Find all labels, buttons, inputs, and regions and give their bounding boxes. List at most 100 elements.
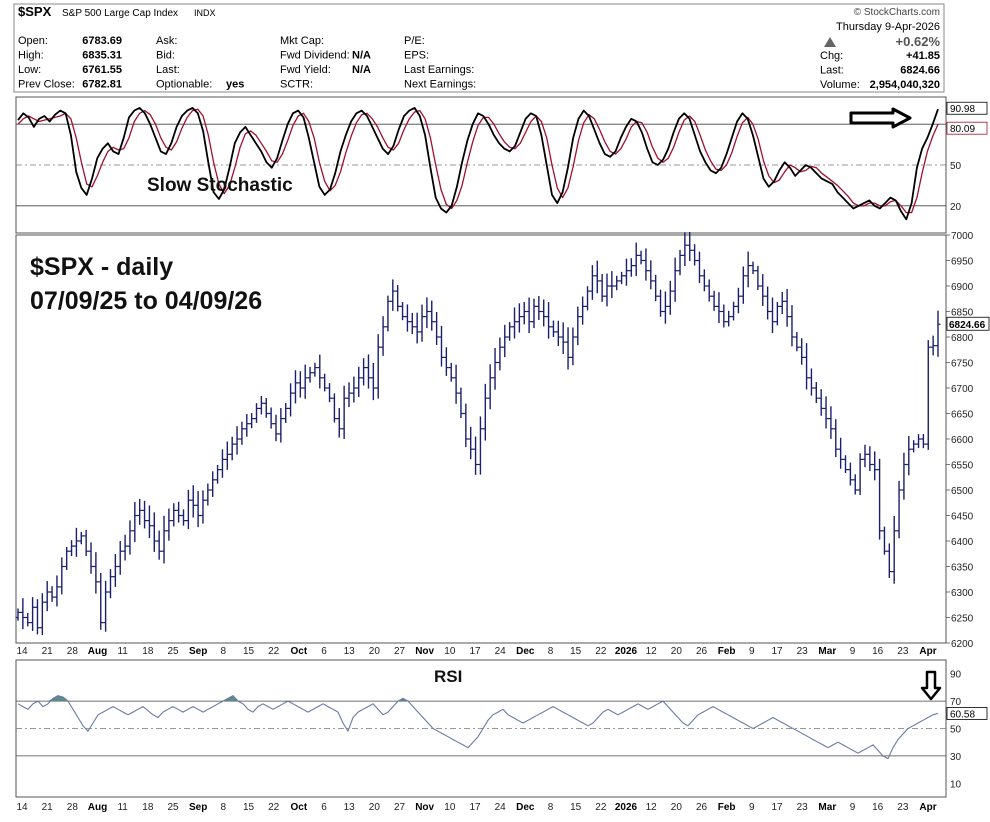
x-tick-label: 8 bbox=[221, 802, 227, 813]
price-bar bbox=[83, 529, 89, 557]
rsi-title: RSI bbox=[434, 667, 462, 686]
price-bar bbox=[828, 406, 834, 439]
price-bar bbox=[862, 444, 868, 468]
price-bar bbox=[916, 434, 922, 449]
rsi-overbought-fill bbox=[228, 695, 233, 702]
price-bar bbox=[760, 274, 766, 306]
x-tick-label: 22 bbox=[268, 646, 280, 657]
stat-label: P/E: bbox=[404, 35, 425, 47]
price-bar bbox=[731, 301, 737, 321]
x-tick-label: 23 bbox=[897, 646, 909, 657]
exchange-label: INDX bbox=[194, 8, 216, 18]
x-tick-label: 25 bbox=[167, 646, 179, 657]
price-bar bbox=[799, 338, 805, 365]
price-bar bbox=[453, 364, 459, 404]
x-tick-label: Aug bbox=[88, 646, 107, 657]
price-bar bbox=[112, 554, 118, 587]
rsi-last-value: 60.58 bbox=[950, 709, 975, 720]
price-bar bbox=[473, 436, 479, 475]
x-tick-label: Mar bbox=[818, 802, 836, 813]
price-bar bbox=[925, 340, 931, 450]
stat-value: N/A bbox=[352, 50, 371, 62]
price-bar bbox=[195, 491, 201, 528]
price-bar bbox=[370, 362, 376, 401]
price-bar bbox=[823, 396, 829, 429]
price-bar bbox=[560, 322, 566, 355]
price-bar bbox=[64, 546, 70, 570]
price-bar bbox=[477, 416, 483, 475]
x-tick-label: Feb bbox=[718, 646, 736, 657]
price-bar bbox=[278, 407, 284, 443]
price-bar bbox=[414, 312, 420, 344]
price-bar bbox=[726, 310, 732, 327]
x-tick-label: 2026 bbox=[615, 646, 638, 657]
price-bar bbox=[156, 530, 162, 560]
x-tick-label: 8 bbox=[221, 646, 227, 657]
rsi-x-axis: 14 21 28 Aug 11 18 25 Sep 8 15 22 Oct 6 13 20 27 Nov 10 17… bbox=[16, 802, 936, 813]
x-tick-label: Mar bbox=[818, 646, 836, 657]
price-bar bbox=[541, 299, 547, 327]
price-bar bbox=[44, 581, 50, 612]
price-bar bbox=[117, 541, 123, 575]
stat-value: 2,954,040,320 bbox=[870, 79, 940, 91]
price-bar bbox=[292, 370, 298, 404]
price-bar bbox=[526, 297, 532, 334]
price-bar bbox=[142, 500, 148, 529]
price-bar bbox=[653, 274, 659, 302]
x-tick-label: Nov bbox=[415, 802, 434, 813]
rsi-tick: 50 bbox=[950, 725, 962, 736]
price-bar bbox=[419, 304, 425, 342]
x-tick-label: 27 bbox=[394, 646, 406, 657]
price-bar bbox=[151, 512, 157, 552]
price-bar bbox=[872, 451, 878, 481]
price-bar bbox=[127, 520, 133, 555]
price-bar bbox=[365, 354, 371, 389]
x-tick-label: 24 bbox=[495, 646, 507, 657]
stochastic-tick: 50 bbox=[950, 161, 962, 172]
price-bar bbox=[34, 599, 40, 635]
right-arrow-icon bbox=[849, 107, 912, 129]
x-tick-label: 15 bbox=[570, 802, 582, 813]
price-bar bbox=[30, 597, 36, 631]
price-bar bbox=[847, 462, 853, 486]
price-bar bbox=[536, 296, 542, 320]
price-bar bbox=[920, 434, 926, 449]
price-bar bbox=[594, 260, 600, 294]
x-tick-label: 17 bbox=[469, 646, 481, 657]
price-bar bbox=[122, 534, 128, 561]
x-tick-label: Nov bbox=[415, 646, 434, 657]
stat-label: Next Earnings: bbox=[404, 79, 476, 91]
price-bar bbox=[565, 327, 571, 370]
price-bar bbox=[843, 455, 849, 474]
price-bar bbox=[224, 441, 230, 470]
price-tick: 6700 bbox=[951, 384, 974, 395]
rsi-panel: 10 30 50 70 90 RSI 60.58 bbox=[15, 659, 988, 798]
price-bar bbox=[682, 232, 688, 267]
price-bar bbox=[804, 343, 810, 390]
rsi-overbought-fill bbox=[53, 695, 58, 702]
price-bar bbox=[49, 586, 55, 602]
price-bar bbox=[404, 304, 410, 332]
up-triangle-icon bbox=[824, 37, 836, 47]
stat-label: Fwd Dividend: bbox=[280, 50, 350, 62]
stochastic-d-value-box bbox=[946, 121, 988, 135]
price-bar bbox=[701, 269, 707, 292]
price-bar bbox=[818, 389, 824, 416]
price-bar bbox=[794, 332, 800, 352]
price-bar bbox=[215, 464, 221, 484]
price-bar bbox=[706, 279, 712, 302]
price-bar bbox=[667, 280, 673, 315]
x-tick-label: 11 bbox=[117, 646, 128, 657]
price-bar bbox=[589, 265, 595, 300]
price-bar bbox=[448, 362, 454, 382]
x-tick-label: 16 bbox=[872, 802, 884, 813]
price-bar bbox=[765, 286, 771, 320]
price-bar bbox=[502, 324, 508, 358]
price-bar bbox=[185, 489, 191, 530]
price-bar bbox=[672, 257, 678, 302]
price-bar bbox=[774, 301, 780, 326]
price-bar bbox=[288, 383, 294, 417]
price-bar bbox=[531, 298, 537, 329]
index-name: S&P 500 Large Cap Index bbox=[62, 8, 178, 19]
